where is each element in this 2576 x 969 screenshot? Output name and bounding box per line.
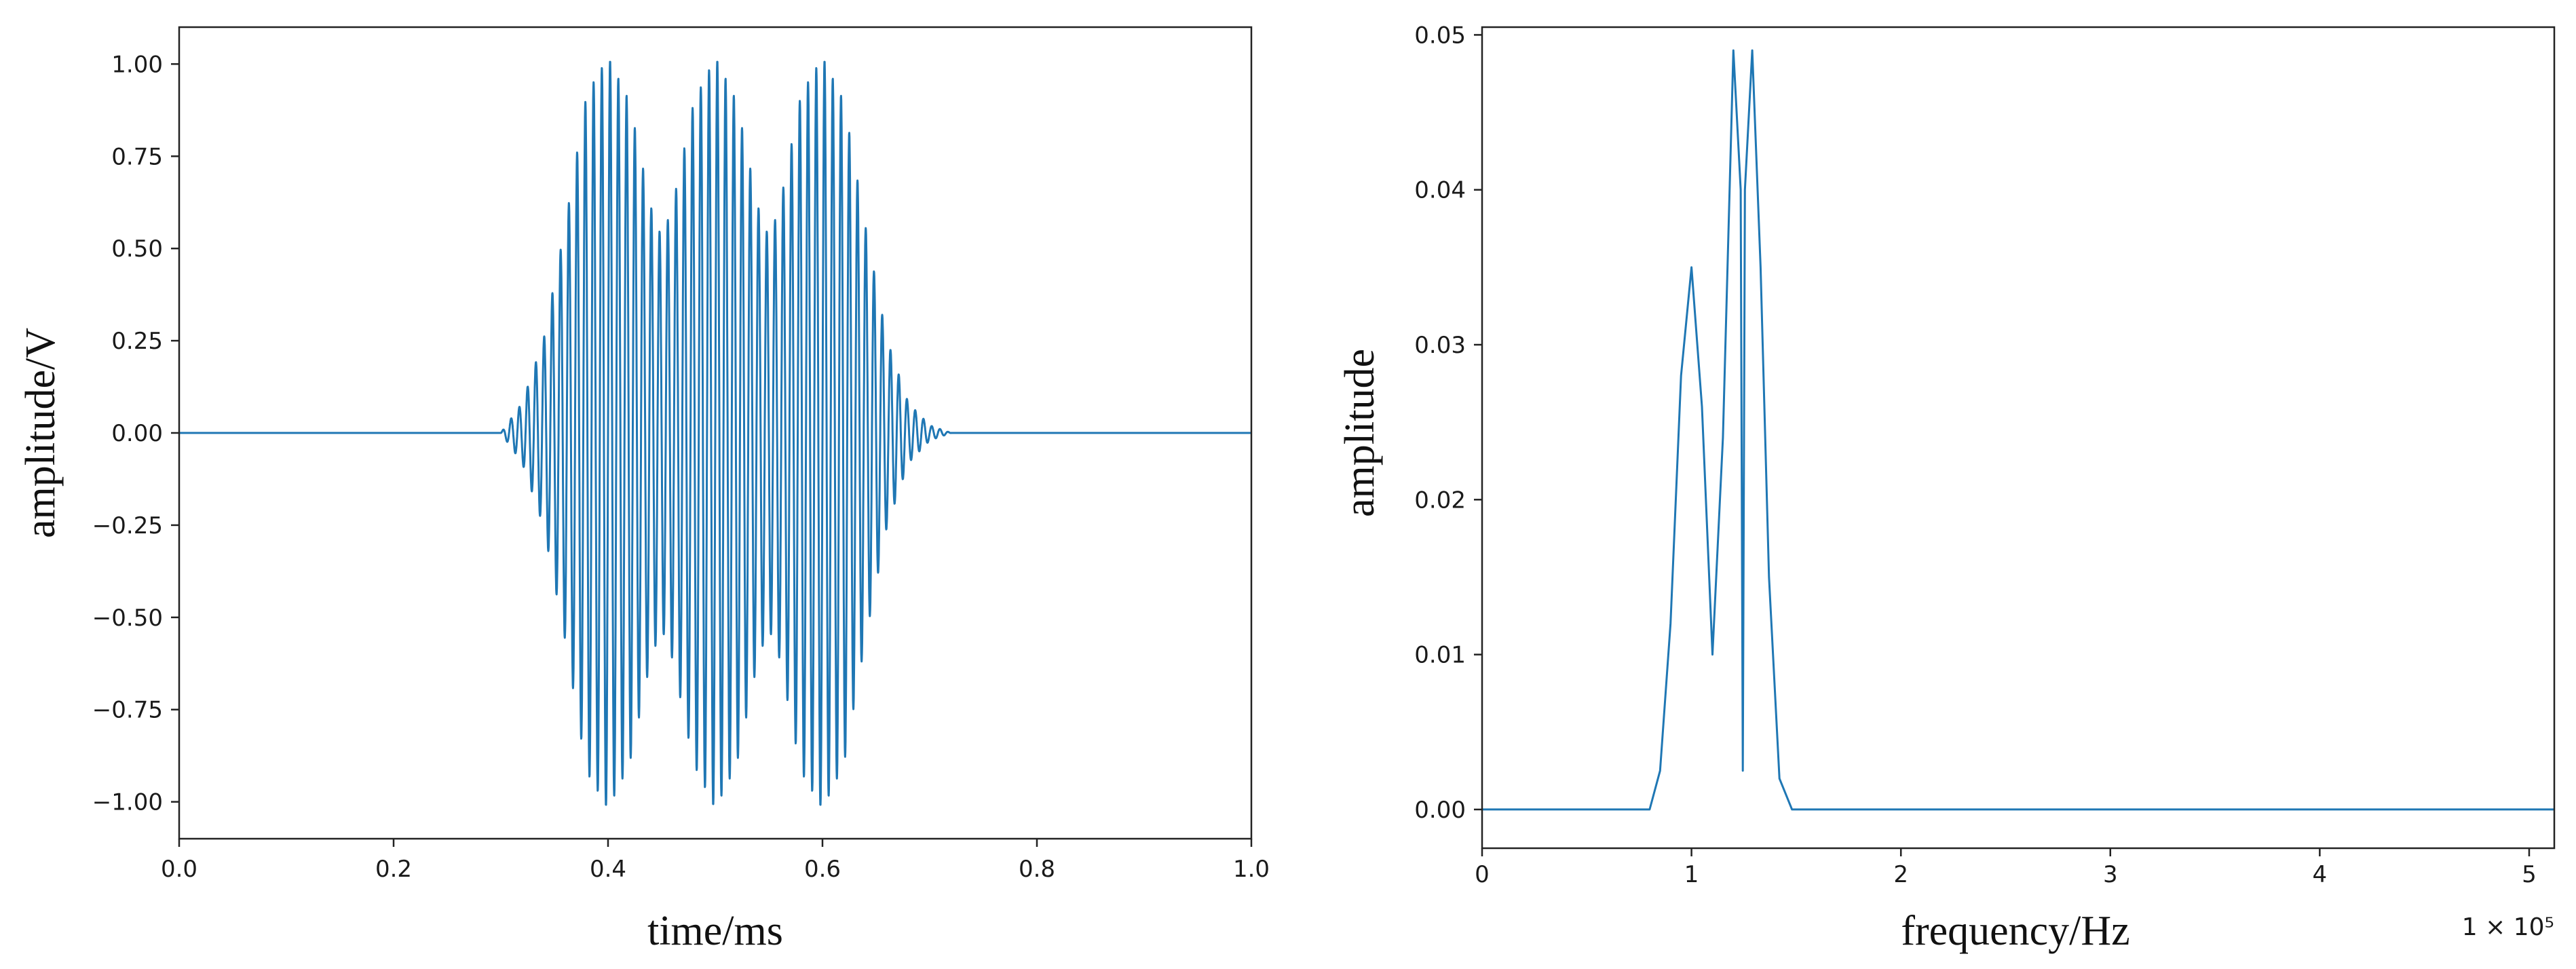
amplitude-tick-label: −0.50 (92, 605, 163, 632)
amplitude-axis-ticks: 1.00 0.75 0.50 0.25 0.00 −0.25 −0.50 −0.75 −1.00 (92, 51, 179, 816)
frequency-tick-label: 3 (2103, 861, 2118, 888)
spectrum-line (1482, 49, 2554, 811)
time-signal-line (178, 60, 1253, 806)
amplitude-tick-label: 0.25 (111, 328, 163, 355)
spectrum-frame (1481, 26, 2556, 850)
time-tick-label: 0.8 (1019, 856, 1055, 883)
time-tick-label: 0.6 (804, 856, 841, 883)
spectrum-tick-label: 0.03 (1414, 332, 1466, 359)
spectrum-plot-area (1482, 49, 2554, 811)
spectrum-tick-label: 0.05 (1414, 22, 1466, 49)
time-tick-label: 0.0 (161, 856, 197, 883)
amplitude-tick-label: 0.00 (111, 420, 163, 447)
frequency-tick-label: 2 (1893, 861, 1908, 888)
spectrum-amplitude-axis-ticks: 0.05 0.04 0.03 0.02 0.01 0.00 (1414, 22, 1482, 824)
time-tick-label: 1.0 (1233, 856, 1270, 883)
frequency-tick-label: 5 (2522, 861, 2537, 888)
time-domain-frame (178, 26, 1253, 840)
frequency-tick-label: 0 (1475, 861, 1490, 888)
amplitude-tick-label: 0.50 (111, 235, 163, 263)
spectrum-amplitude-axis-label: amplitude (1337, 349, 1383, 517)
amplitude-tick-label: 1.00 (111, 51, 163, 78)
time-domain-plot-area (178, 60, 1253, 806)
frequency-axis-label: frequency/Hz (1901, 908, 2129, 954)
frequency-scale-offset: 1 × 10⁵ (2462, 913, 2554, 941)
frequency-axis-ticks: 0 1 2 3 4 5 (1475, 848, 2537, 888)
frequency-tick-label: 1 (1684, 861, 1699, 888)
amplitude-v-axis-label: amplitude/V (18, 328, 64, 538)
spectrum-tick-label: 0.00 (1414, 797, 1466, 824)
spectrum-tick-label: 0.02 (1414, 487, 1466, 514)
spectrum-tick-label: 0.01 (1414, 642, 1466, 669)
time-domain-chart: 0.0 0.2 0.4 0.6 0.8 1.0 1.00 0.75 0.50 0.25 0.00 −… (18, 26, 1270, 954)
time-axis-ticks: 0.0 0.2 0.4 0.6 0.8 1.0 (161, 839, 1270, 883)
time-axis-label: time/ms (647, 908, 783, 954)
time-tick-label: 0.4 (590, 856, 626, 883)
spectrum-tick-label: 0.04 (1414, 177, 1466, 204)
frequency-spectrum-chart: 0 1 2 3 4 5 0.05 0.04 0.03 0.02 0.01 0.00 frequenc… (1337, 22, 2556, 954)
time-tick-label: 0.2 (375, 856, 412, 883)
amplitude-tick-label: −0.75 (92, 697, 163, 724)
frequency-tick-label: 4 (2313, 861, 2328, 888)
amplitude-tick-label: 0.75 (111, 143, 163, 170)
amplitude-tick-label: −0.25 (92, 512, 163, 539)
amplitude-tick-label: −1.00 (92, 789, 163, 816)
